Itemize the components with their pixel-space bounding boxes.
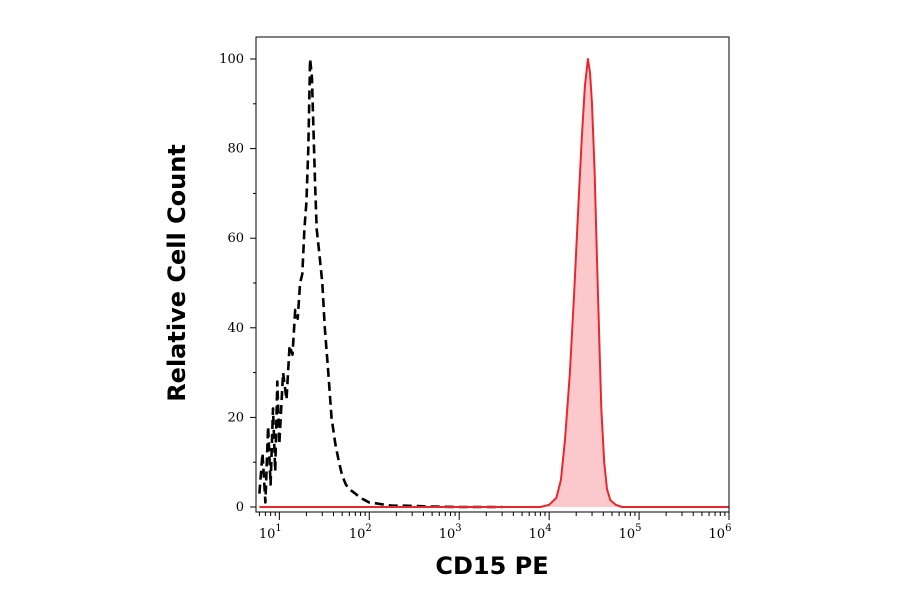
y-tick-label: 80 [227,142,244,157]
x-tick-label: 104 [529,523,552,542]
series-1-area [259,59,729,507]
y-tick-label: 60 [227,231,244,246]
y-tick-label: 100 [219,52,244,67]
x-axis-title: CD15 PE [435,552,548,580]
y-tick-label: 0 [236,500,244,515]
x-tick-label: 106 [709,523,732,542]
plot-frame [255,36,730,513]
x-tick-label: 101 [259,523,282,542]
x-tick-label: 103 [439,523,462,542]
x-tick-label: 102 [349,523,372,542]
x-axis: 101 102 103 104 105 106 [259,512,732,542]
series-1-line [259,58,729,508]
y-axis: 0 20 40 60 80 100 [219,52,256,515]
data-layer [258,57,729,509]
y-axis-title: Relative Cell Count [163,144,191,402]
y-tick-label: 40 [227,321,244,336]
plot-frame-layer [255,36,730,513]
series-0-line [258,57,503,509]
x-tick-label: 105 [619,523,642,542]
y-tick-label: 20 [227,410,244,425]
